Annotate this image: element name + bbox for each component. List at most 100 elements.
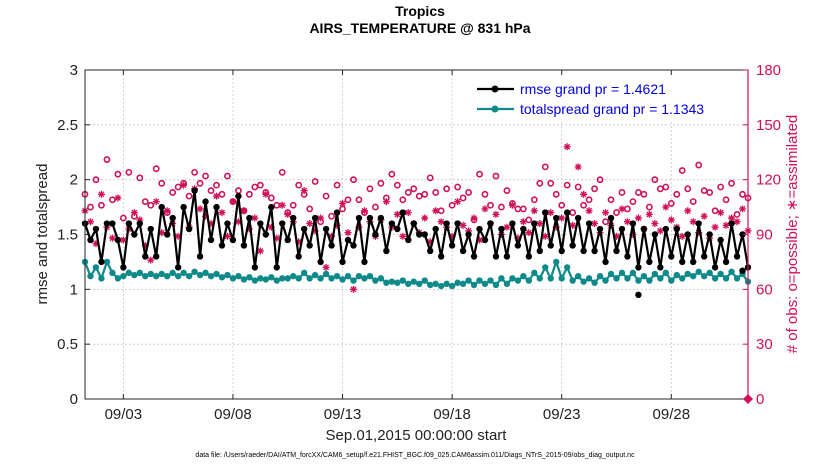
rmse-point [185,225,193,233]
possible-obs-point [519,205,527,213]
totalspread-point [432,280,439,288]
assimilated-obs-point [530,207,538,215]
assimilated-obs-point [306,220,314,228]
totalspread-point [668,277,675,284]
possible-obs-point [706,189,714,196]
totalspread-point [300,269,308,277]
possible-obs-point [624,205,631,213]
totalspread-point [235,272,242,280]
totalspread-point [350,277,357,284]
possible-obs-point [415,192,423,200]
assimilated-obs-point [459,221,467,229]
assimilated-obs-point [591,220,599,228]
y2-axis-ticks: 0 30 60 90 120 150 180 [743,62,781,408]
totalspread-point [651,270,659,278]
rmse-point [290,214,297,222]
assimilated-obs-point [421,214,429,222]
totalspread-point [498,275,505,282]
possible-obs-point [377,179,385,187]
totalspread-point [131,271,138,279]
totalspread-point [394,279,401,286]
totalspread-point [240,276,248,283]
assimilated-obs-point [119,236,127,244]
possible-obs-point [552,190,560,198]
totalspread-point [333,272,341,280]
possible-obs-point [656,185,664,193]
possible-obs-point [728,179,735,187]
rmse-point [262,231,270,238]
totalspread-point [290,272,297,280]
assimilated-obs-point [667,216,675,224]
assimilated-obs-point [229,198,237,206]
totalspread-point [476,277,483,284]
totalspread-point [174,272,182,280]
rmse-point [503,253,511,260]
rmse-point [690,258,697,266]
y-axis-ticks: 0 0.5 1 1.5 2 2.5 3 [57,62,90,408]
possible-obs-point [700,187,708,195]
possible-obs-point [152,165,160,173]
rmse-point [142,253,149,260]
assimilated-obs-point [328,232,336,240]
totalspread-point [629,269,637,277]
totalspread-point [717,270,724,278]
rmse-point [558,247,565,255]
possible-obs-point [125,168,133,176]
totalspread-point [454,279,461,286]
rmse-point [218,242,226,249]
possible-obs-point [174,183,182,191]
possible-obs-point [711,207,719,215]
possible-obs-point [454,183,461,191]
possible-obs-point [103,156,111,163]
possible-obs-point [410,185,418,193]
rmse-point [520,225,527,233]
assimilated-obs-point [541,232,549,240]
rmse-point [607,214,615,222]
totalspread-point [120,272,127,280]
possible-obs-point [147,201,155,209]
possible-obs-point [388,170,396,178]
rmse-point [410,220,417,227]
y-tick-label: 1.5 [57,227,78,244]
rmse-point [509,220,516,227]
assimilated-obs-point [339,199,347,207]
totalspread-point [355,272,363,280]
assimilated-obs-point [317,214,325,222]
rmse-line [83,189,750,269]
possible-obs-point [618,189,626,196]
totalspread-point [421,277,428,284]
totalspread-point [103,258,111,266]
totalspread-point [684,270,691,278]
assimilated-obs-point [136,216,144,224]
possible-obs-point [503,187,511,195]
rmse-point [640,225,648,233]
rmse-point [328,242,335,249]
totalspread-point [706,269,713,277]
possible-obs-point [459,194,467,202]
possible-obs-point [629,198,637,205]
rmse-point [481,236,489,244]
rmse-point [284,236,291,244]
totalspread-point [262,276,270,283]
rmse-point [246,214,253,222]
rmse-point [498,225,505,233]
rmse-point [432,225,439,233]
x-tick-label: 09/23 [543,406,581,423]
totalspread-point [711,275,719,282]
totalspread-point [383,279,390,286]
rmse-point [163,231,171,238]
totalspread-point [284,275,291,282]
possible-obs-point [158,179,166,187]
assimilated-obs-point [207,220,215,228]
totalspread-point [722,275,730,282]
assimilated-obs-point [503,223,511,231]
assimilated-obs-point [454,198,462,206]
possible-obs-point [695,161,703,169]
assimilated-obs-point [733,218,741,226]
possible-obs-point [596,176,604,184]
assimilated-obs-point [267,223,275,231]
possible-obs-point [667,200,675,207]
assimilated-obs-point [152,198,160,206]
rmse-point [470,253,478,260]
totalspread-point [695,268,702,275]
